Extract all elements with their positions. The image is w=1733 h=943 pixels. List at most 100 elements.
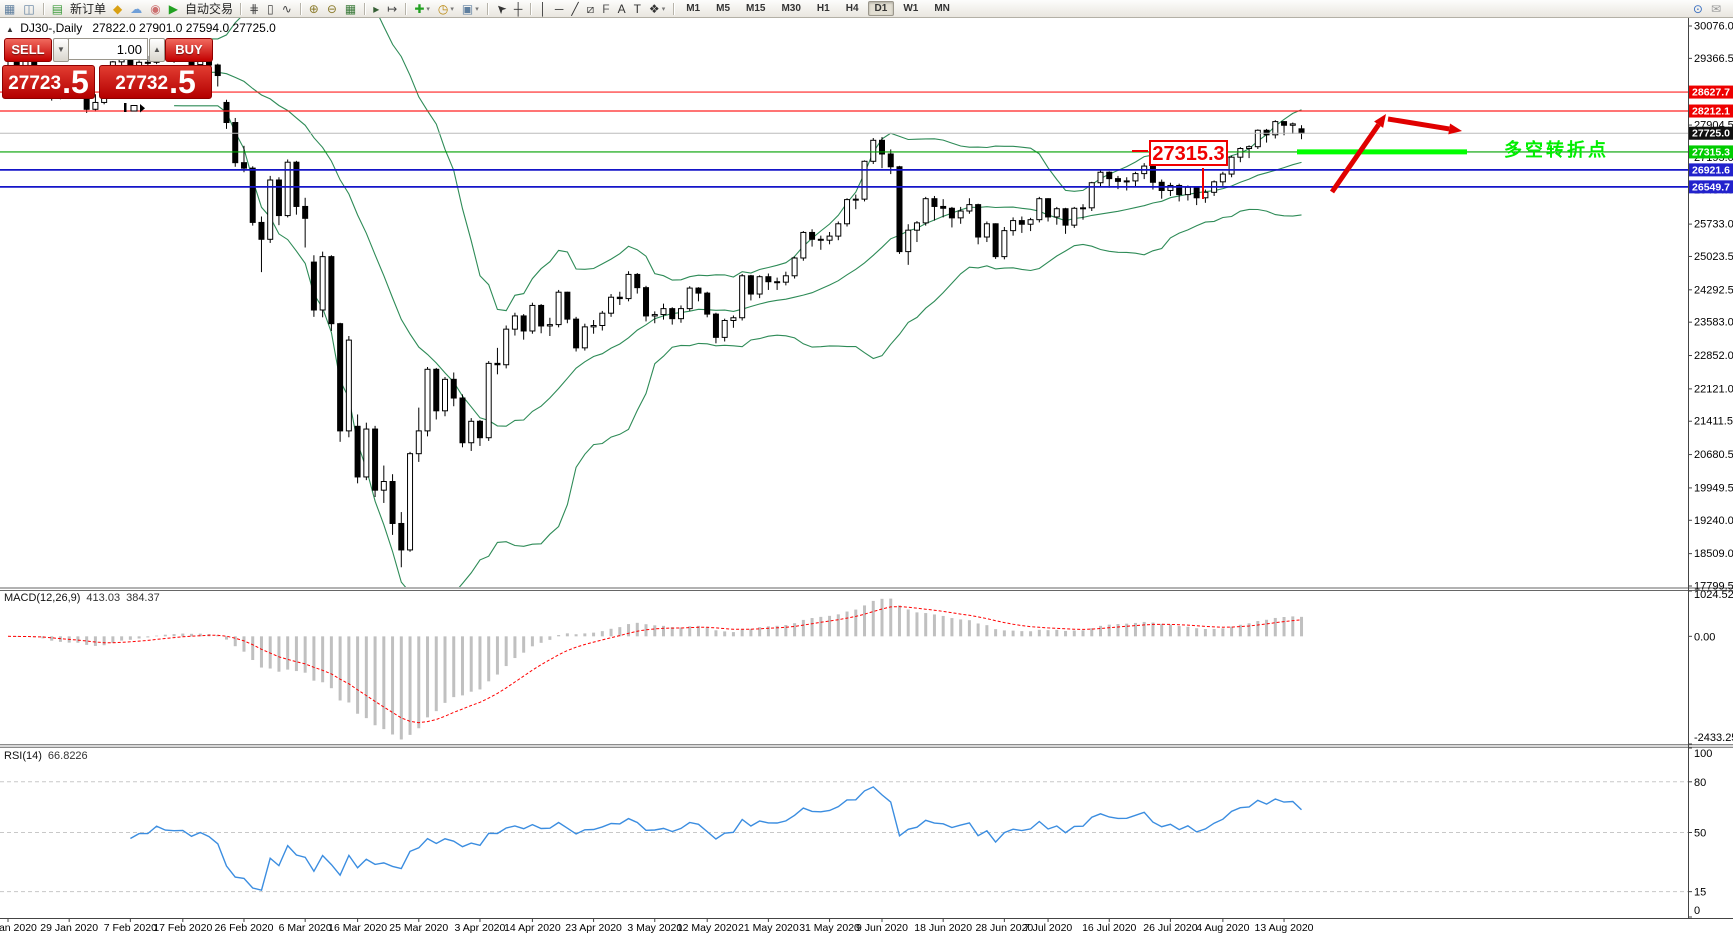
cloud-icon[interactable]: ☁ — [130, 1, 143, 16]
search-icon[interactable]: ⊙ — [1692, 1, 1703, 16]
date-label[interactable]: 4 Aug 2020 — [1196, 922, 1249, 934]
date-label[interactable]: 14 Apr 2020 — [504, 922, 561, 934]
autotrade-label[interactable]: 自动交易 — [185, 2, 234, 16]
date-label[interactable]: 6 Mar 2020 — [279, 922, 332, 934]
date-label[interactable]: 20 Jan 2020 — [0, 922, 37, 934]
date-label[interactable]: 7 Jul 2020 — [1024, 922, 1073, 934]
date-label[interactable]: 29 Jan 2020 — [40, 922, 98, 934]
text-icon[interactable]: A — [617, 1, 626, 16]
trend-arrow — [1387, 116, 1450, 132]
bar-chart-icon[interactable]: ⋕ — [249, 1, 260, 16]
candle-body — [214, 64, 221, 77]
date-label[interactable]: 28 Jun 2020 — [975, 922, 1033, 934]
line-chart-icon[interactable]: ∿ — [281, 1, 292, 16]
date-label[interactable]: 26 Feb 2020 — [214, 922, 273, 934]
label-icon[interactable]: T — [633, 1, 641, 16]
price-label-box — [1689, 163, 1733, 177]
periods-icon[interactable]: ◷ ▾ — [437, 1, 454, 16]
timeframe-button-mn[interactable]: MN — [934, 3, 950, 14]
candle-body — [756, 276, 763, 295]
charts-window-icon[interactable]: ▦ — [4, 1, 16, 16]
channel-icon[interactable]: ⧄ — [586, 1, 595, 16]
signals-icon[interactable]: ◉ — [150, 1, 161, 16]
sell-price-tile[interactable]: 27723 .5 — [2, 65, 95, 99]
zoom-out-icon[interactable]: ⊖ — [326, 1, 337, 16]
price-annotation-box[interactable]: 27315.3 — [1149, 140, 1228, 166]
candle-body — [1088, 182, 1095, 209]
date-label[interactable]: 23 Apr 2020 — [565, 922, 622, 934]
chevron-down-icon: ▾ — [661, 5, 666, 13]
date-label[interactable]: 13 Aug 2020 — [1255, 922, 1314, 934]
candle-body — [520, 315, 527, 332]
timeframe-button-m5[interactable]: M5 — [716, 3, 731, 14]
candle-body — [774, 281, 781, 284]
candle-body — [1027, 219, 1034, 225]
volume-input[interactable]: 1.00 — [68, 38, 148, 60]
candle-body — [389, 481, 396, 524]
date-label[interactable]: 9 Jun 2020 — [856, 922, 908, 934]
vertical-line-icon[interactable]: │ — [539, 1, 547, 16]
timeframe-button-m30[interactable]: M30 — [781, 3, 801, 14]
sell-button[interactable]: SELL — [4, 38, 52, 62]
date-label[interactable]: 21 May 2020 — [738, 922, 799, 934]
timeframe-button-w1[interactable]: W1 — [903, 3, 919, 14]
chart-shift-icon[interactable]: ↦ — [387, 1, 398, 16]
autotrade-icon[interactable]: ▶ — [168, 1, 178, 16]
date-label[interactable]: 3 Apr 2020 — [455, 922, 506, 934]
trendline-icon[interactable]: ╱ — [571, 1, 579, 16]
volume-down-button[interactable]: ▼ — [53, 38, 69, 62]
sell-price-main: 27723 — [8, 73, 62, 94]
new-order-icon[interactable]: ▤ — [51, 1, 64, 16]
date-label[interactable]: 3 May 2020 — [627, 922, 682, 934]
market-watch-icon[interactable]: ◫ — [23, 1, 35, 16]
styles-icon[interactable]: ◆ — [113, 1, 123, 16]
timeframe-button-m1[interactable]: M1 — [686, 3, 701, 14]
toolbar-separator — [364, 2, 366, 15]
date-label[interactable]: 17 Feb 2020 — [153, 922, 212, 934]
candle-body — [870, 139, 877, 162]
candle-body — [948, 207, 955, 219]
macd-axis-label: -2433.25 — [1694, 732, 1733, 744]
date-label[interactable]: 18 Jun 2020 — [914, 922, 972, 934]
candle-body — [1053, 208, 1060, 218]
crosshair-icon[interactable]: ┼ — [513, 1, 523, 16]
volume-up-button[interactable]: ▲ — [149, 38, 165, 62]
candlestick-icon[interactable]: ▯ — [267, 1, 274, 16]
chart-title: ▲ DJ30-,Daily 27822.0 27901.0 27594.0 27… — [6, 21, 276, 35]
date-label[interactable]: 26 Jul 2020 — [1143, 922, 1197, 934]
horizontal-line-icon[interactable]: ─ — [554, 1, 564, 16]
date-label[interactable]: 16 Jul 2020 — [1082, 922, 1136, 934]
auto-scroll-icon[interactable]: ▸ — [373, 1, 380, 16]
indicators-icon[interactable]: ✚ ▾ — [414, 1, 430, 16]
timeframe-button-h4[interactable]: H4 — [845, 3, 859, 14]
candle-body — [782, 275, 789, 283]
candle-body — [975, 204, 982, 238]
expand-triangle-icon[interactable]: ▲ — [6, 25, 14, 34]
date-label[interactable]: 7 Feb 2020 — [104, 922, 157, 934]
date-label[interactable]: 16 Mar 2020 — [328, 922, 387, 934]
fibonacci-icon[interactable]: F — [602, 1, 610, 16]
cursor-icon[interactable]: ➤ — [492, 0, 510, 18]
candle-body — [337, 323, 344, 432]
price-tick-label: 29366.5 — [1694, 53, 1733, 65]
arrows-icon[interactable]: ❖ ▾ — [648, 1, 666, 16]
candle-body — [284, 161, 291, 217]
new-order-label[interactable]: 新订单 — [70, 2, 107, 16]
chat-icon[interactable]: ✉ — [1710, 1, 1721, 16]
buy-price-tile[interactable]: 27732 .5 — [99, 65, 212, 99]
date-label[interactable]: 31 May 2020 — [799, 922, 860, 934]
timeframe-button-h1[interactable]: H1 — [816, 3, 830, 14]
templates-icon[interactable]: ▣ ▾ — [461, 1, 479, 16]
buy-button[interactable]: BUY — [165, 38, 213, 62]
timeframe-button-m15[interactable]: M15 — [746, 3, 766, 14]
zoom-in-icon[interactable]: ⊕ — [308, 1, 319, 16]
date-label[interactable]: 12 May 2020 — [677, 922, 738, 934]
date-label[interactable]: 25 Mar 2020 — [389, 922, 448, 934]
candle-body — [1106, 171, 1113, 180]
toolbar-separator — [240, 2, 242, 15]
timeframe-button-d1[interactable]: D1 — [867, 1, 895, 16]
candle-body — [581, 326, 588, 349]
candle-body — [1176, 184, 1183, 196]
tile-windows-icon[interactable]: ▦ — [344, 1, 357, 16]
